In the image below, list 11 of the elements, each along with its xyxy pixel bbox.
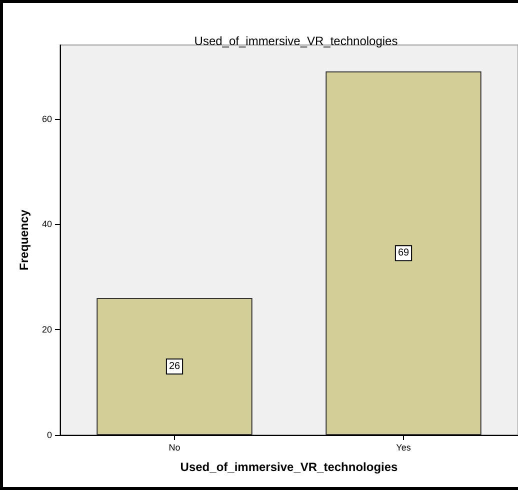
data-label: 69	[398, 248, 410, 259]
data-label: 26	[168, 360, 180, 372]
y-tick-label: 60	[42, 114, 52, 124]
y-tick-label: 20	[42, 324, 52, 335]
y-tick-label: 40	[42, 219, 52, 230]
y-tick-label: 0	[46, 430, 52, 440]
y-axis-title: Frequency	[17, 209, 31, 270]
x-tick-label: Yes	[396, 442, 412, 452]
x-axis-title: Used_of_immersive_VR_technologies	[180, 460, 398, 474]
chart-title: Used_of_immersive_VR_technologies	[194, 34, 398, 48]
x-tick-label: No	[168, 442, 180, 452]
